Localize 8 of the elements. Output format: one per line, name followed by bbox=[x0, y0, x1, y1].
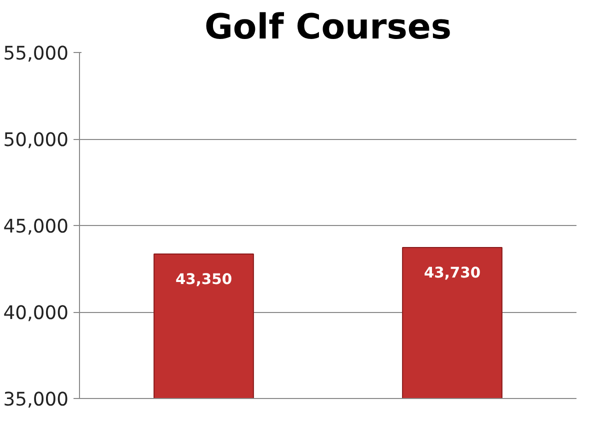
y-tick-label: 50,000 bbox=[3, 130, 69, 151]
data-label: 43,730 bbox=[424, 264, 481, 282]
y-tick-label: 55,000 bbox=[3, 44, 69, 64]
chart-title: Golf Courses bbox=[204, 8, 452, 48]
y-tick-label: 45,000 bbox=[3, 216, 69, 238]
y-tick-label: 35,000 bbox=[3, 390, 69, 410]
y-tick-label: 40,000 bbox=[3, 303, 69, 324]
data-label: 43,350 bbox=[175, 271, 232, 288]
